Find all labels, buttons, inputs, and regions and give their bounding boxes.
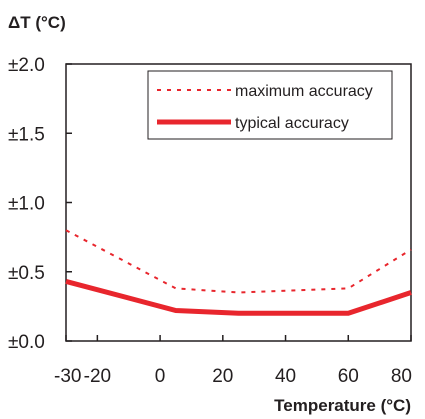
- x-axis-label: Temperature (°C): [274, 396, 411, 415]
- x-tick-label: -20: [84, 366, 111, 387]
- y-tick-label: ±1.5: [8, 124, 45, 145]
- legend-label-maximum-accuracy: maximum accuracy: [235, 83, 373, 100]
- y-tick-label: ±1.0: [8, 194, 45, 215]
- series-layer: [65, 229, 412, 316]
- y-tick-label: ±0.0: [8, 332, 45, 353]
- y-axis-label: ΔT (°C): [8, 13, 66, 32]
- y-axis-ticks: ±0.0 ±0.5 ±1.0 ±1.5 ±2.0: [8, 55, 72, 353]
- x-tick-label: -30: [54, 366, 81, 387]
- legend-box: [147, 70, 393, 140]
- x-tick-label: 60: [338, 366, 359, 387]
- series-line-maximum-accuracy: [65, 229, 412, 294]
- y-tick-label: ±0.5: [8, 263, 45, 284]
- x-tick-label: 40: [275, 366, 296, 387]
- x-tick-label: 80: [391, 366, 412, 387]
- x-tick-label: 20: [212, 366, 233, 387]
- legend: maximum accuracy typical accuracy: [147, 70, 393, 140]
- y-tick-label: ±2.0: [8, 55, 45, 76]
- legend-label-typical-accuracy: typical accuracy: [235, 115, 349, 132]
- x-axis-ticks: -30 -20 0 20 40 60 80: [54, 335, 412, 387]
- x-tick-label: 0: [155, 366, 166, 387]
- series-line-typical-accuracy: [65, 278, 412, 316]
